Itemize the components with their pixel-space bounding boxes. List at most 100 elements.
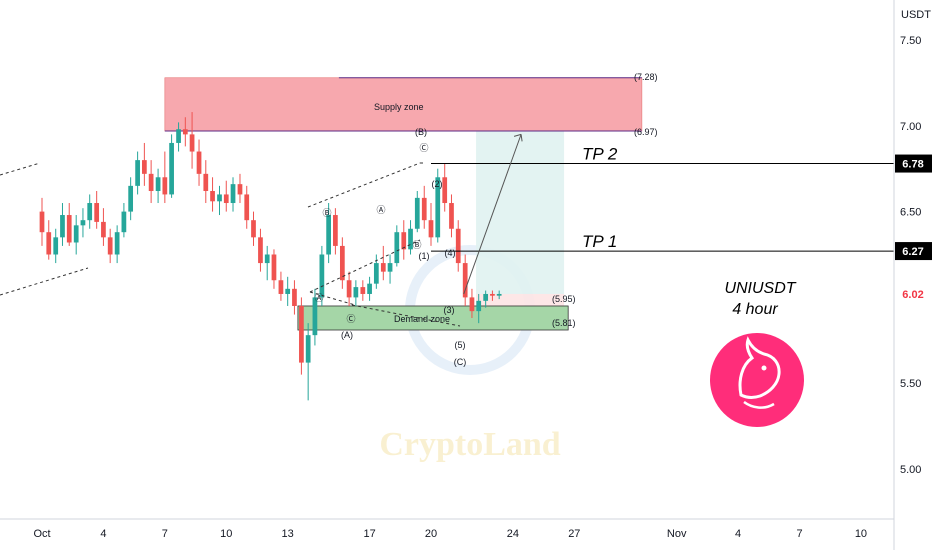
candle-body xyxy=(94,203,100,222)
projection-arrow-line xyxy=(463,134,522,295)
candle-body xyxy=(60,215,65,238)
demand-zone-box xyxy=(297,305,569,331)
time-axis[interactable]: Oct 4 7 10 13 17 20 24 27 Nov 4 7 10 xyxy=(33,528,867,540)
logo-unicorn-mane xyxy=(743,400,775,409)
candle-body xyxy=(251,220,256,238)
x-tick-label: 27 xyxy=(568,528,580,540)
candle-body xyxy=(319,254,325,298)
x-tick-label: 17 xyxy=(363,528,375,540)
candle-body xyxy=(148,173,154,192)
candle-body xyxy=(114,232,120,255)
candle-body xyxy=(401,232,407,250)
candle-body xyxy=(271,254,277,281)
price-tag-bg xyxy=(895,154,932,173)
candle-body xyxy=(169,142,174,195)
candle-body xyxy=(455,228,461,264)
candle-body xyxy=(483,293,489,301)
candle-body xyxy=(496,293,502,296)
candle-body xyxy=(203,173,209,192)
price-tag-label: 6.27 xyxy=(902,246,923,258)
stop-loss-box xyxy=(476,293,565,306)
candle-body xyxy=(217,194,222,202)
candle-body xyxy=(408,228,413,250)
candle-body xyxy=(73,225,79,243)
x-tick-label: 24 xyxy=(507,528,519,540)
demand-top-value: (5.95) xyxy=(552,294,576,304)
candle-body xyxy=(380,263,386,272)
candle-body xyxy=(66,215,72,243)
target-profit-box xyxy=(476,130,565,294)
supply-bottom-value: (6.97) xyxy=(634,127,658,137)
candle-body xyxy=(162,177,168,195)
currency-label: USDT xyxy=(901,9,931,21)
logo-unicorn xyxy=(738,336,781,399)
supply-zone-label: Supply zone xyxy=(374,102,424,112)
annotations-layer: TP 2 TP 1 Ⓐ Ⓑ Ⓒ Ⓐ Ⓑ Ⓒ (A) (B) (C) (1) (2) (3) (4) (5) xyxy=(0,127,894,367)
x-tick-label: Nov xyxy=(667,528,687,540)
x-tick-label: 7 xyxy=(162,528,168,540)
candle-body xyxy=(449,203,454,229)
candle-body xyxy=(326,215,331,255)
candle-body xyxy=(107,237,113,255)
candle-body xyxy=(421,197,427,221)
candle-body xyxy=(292,288,297,306)
y-tick-label: 7.00 xyxy=(900,121,921,133)
candle-body xyxy=(469,297,475,312)
price-tags: 6.78 6.27 6.02 xyxy=(895,154,932,303)
x-tick-label: 7 xyxy=(796,528,802,540)
candle-body xyxy=(476,300,482,312)
wave-label: Ⓒ xyxy=(419,143,428,153)
wave-label: (1) xyxy=(419,251,430,261)
candle-body xyxy=(339,245,345,281)
wave-label: Ⓑ xyxy=(412,240,421,250)
projection-arrow-head xyxy=(513,133,523,142)
candle-body xyxy=(142,160,147,174)
y-tick-label: 5.50 xyxy=(900,378,921,390)
candle-body xyxy=(346,280,352,298)
candle-body xyxy=(176,129,181,143)
wave-lower-line-2 xyxy=(351,304,461,327)
price-tag-bg xyxy=(895,242,932,261)
x-tick-label: 10 xyxy=(220,528,232,540)
wave-label: (4) xyxy=(445,248,456,258)
candle-body xyxy=(87,203,93,221)
candle-body xyxy=(333,215,338,246)
candles-layer xyxy=(39,112,502,401)
wave-label: Ⓒ xyxy=(346,314,355,324)
candle-body xyxy=(80,220,86,226)
candle-body xyxy=(367,283,372,294)
wave-label: Ⓑ xyxy=(322,208,331,218)
candle-body xyxy=(414,197,420,229)
price-tag-label: 6.78 xyxy=(902,159,923,171)
candle-body xyxy=(244,194,250,221)
candle-body xyxy=(278,280,284,294)
candle-body xyxy=(155,177,161,192)
wave-label: (3) xyxy=(444,305,455,315)
demand-bottom-value: (5.81) xyxy=(552,318,576,328)
candle-body xyxy=(490,293,495,296)
candle-body xyxy=(230,184,236,204)
x-tick-label: 13 xyxy=(282,528,294,540)
zones-layer: Supply zone Demand zone (7.28) (6.97) (5.95)… xyxy=(164,72,658,331)
candle-body xyxy=(53,237,59,255)
left-channel-bottom xyxy=(0,267,89,296)
price-tag-bg xyxy=(895,284,932,303)
x-tick-label: 4 xyxy=(735,528,741,540)
y-tick-label: 7.50 xyxy=(900,35,921,47)
candle-body xyxy=(394,232,400,264)
wave-lower-line xyxy=(309,291,356,306)
candle-body xyxy=(189,134,195,152)
x-tick-label: 10 xyxy=(855,528,867,540)
candle-body xyxy=(462,263,468,298)
candle-body xyxy=(312,297,318,336)
supply-top-value: (7.28) xyxy=(634,72,658,82)
x-tick-label: 4 xyxy=(100,528,106,540)
x-tick-label: Oct xyxy=(33,528,50,540)
candle-body xyxy=(223,194,229,204)
y-tick-label: 6.50 xyxy=(900,207,921,219)
wave-label: Ⓐ xyxy=(314,293,323,303)
wave-label: (B) xyxy=(415,127,427,137)
candle-body xyxy=(196,151,202,174)
candle-body xyxy=(373,263,379,284)
